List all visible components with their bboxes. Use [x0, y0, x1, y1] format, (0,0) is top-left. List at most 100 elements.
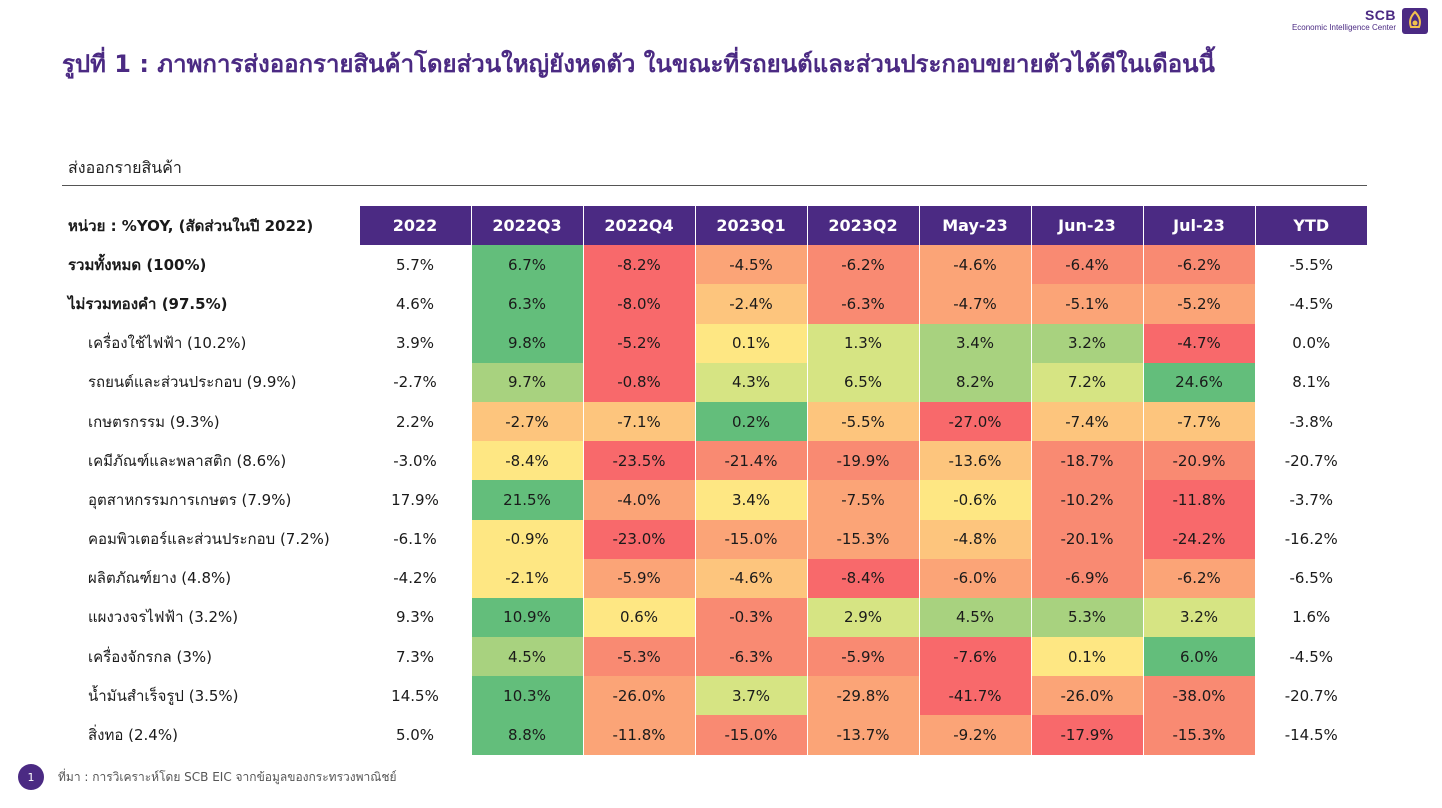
table-cell: -5.9% — [806, 637, 919, 677]
source-note: ที่มา : การวิเคราะห์โดย SCB EIC จากข้อมู… — [58, 769, 397, 784]
unit-label: หน่วย : %YOY, (สัดส่วนในปี 2022) — [62, 206, 359, 246]
table-row: เกษตรกรรม (9.3%) 2.2% -2.7% -7.1% 0.2% -… — [62, 401, 1367, 442]
table-cell: 3.4% — [918, 323, 1031, 363]
table-cell: -17.9% — [1030, 715, 1143, 755]
column-header-may-23: May-23 — [918, 206, 1031, 246]
row-label: เครื่องใช้ไฟฟ้า (10.2%) — [88, 334, 247, 353]
table-cell: 10.3% — [470, 676, 583, 716]
table-cell: 9.7% — [470, 362, 583, 402]
table-cell: -16.2% — [1254, 519, 1367, 559]
row-label: เกษตรกรรม (9.3%) — [88, 412, 220, 431]
table-cell: 7.2% — [1030, 362, 1143, 402]
table-cell: -15.3% — [1142, 715, 1255, 755]
table-cell: 0.6% — [582, 597, 695, 638]
table-cell: -11.8% — [1142, 480, 1255, 520]
row-label: เคมีภัณฑ์และพลาสติก (8.6%) — [88, 451, 287, 470]
table-cell: -8.0% — [582, 284, 695, 324]
table-cell: -5.2% — [582, 323, 695, 363]
table-cell: -6.9% — [1030, 558, 1143, 598]
table-cell: -5.5% — [806, 401, 919, 442]
table-cell: 21.5% — [470, 480, 583, 520]
table-cell: -6.1% — [358, 519, 471, 559]
table-cell: -4.2% — [358, 558, 471, 598]
table-cell: 4.5% — [918, 597, 1031, 638]
column-header-2022q3: 2022Q3 — [470, 206, 583, 246]
column-header-jun-23: Jun-23 — [1030, 206, 1143, 246]
table-header-row: หน่วย : %YOY, (สัดส่วนในปี 2022) 2022 20… — [62, 206, 1367, 246]
table-cell: 4.3% — [694, 362, 807, 402]
table-cell: 5.3% — [1030, 597, 1143, 638]
table-row: เคมีภัณฑ์และพลาสติก (8.6%) -3.0% -8.4% -… — [62, 441, 1367, 481]
table-cell: -4.6% — [918, 245, 1031, 285]
table-cell: 0.1% — [694, 323, 807, 363]
column-header-2022q4: 2022Q4 — [582, 206, 695, 246]
table-cell: -10.2% — [1030, 480, 1143, 520]
column-header-2023q2: 2023Q2 — [806, 206, 919, 246]
page-number: 1 — [18, 764, 44, 790]
table-cell: 8.8% — [470, 715, 583, 755]
section-divider — [62, 185, 1367, 186]
column-header-2022: 2022 — [358, 206, 471, 246]
table-cell: -26.0% — [1030, 676, 1143, 716]
table-cell: -4.7% — [918, 284, 1031, 324]
table-cell: -11.8% — [582, 715, 695, 755]
table-cell: -29.8% — [806, 676, 919, 716]
table-cell: 3.7% — [694, 676, 807, 716]
table-cell: -15.0% — [694, 519, 807, 559]
table-cell: -8.4% — [470, 441, 583, 481]
table-cell: -2.1% — [470, 558, 583, 598]
table-cell: -20.7% — [1254, 441, 1367, 481]
column-header-2023q1: 2023Q1 — [694, 206, 807, 246]
table-cell: -7.1% — [582, 401, 695, 442]
table-row: คอมพิวเตอร์และส่วนประกอบ (7.2%) -6.1% -0… — [62, 519, 1367, 559]
table-cell: 9.8% — [470, 323, 583, 363]
table-cell: 2.2% — [358, 401, 471, 442]
table-cell: -4.6% — [694, 558, 807, 598]
row-label: ผลิตภัณฑ์ยาง (4.8%) — [88, 569, 232, 588]
table-cell: -0.9% — [470, 519, 583, 559]
table-cell: 4.5% — [470, 637, 583, 677]
table-cell: -8.2% — [582, 245, 695, 285]
table-cell: -0.3% — [694, 597, 807, 638]
table-cell: -3.7% — [1254, 480, 1367, 520]
table-cell: -4.5% — [694, 245, 807, 285]
table-cell: -20.9% — [1142, 441, 1255, 481]
row-label: น้ำมันสำเร็จรูป (3.5%) — [88, 686, 239, 705]
table-cell: 9.3% — [358, 597, 471, 638]
scb-emblem-icon — [1402, 8, 1428, 34]
table-cell: 1.6% — [1254, 597, 1367, 638]
table-cell: 2.9% — [806, 597, 919, 638]
row-label: ไม่รวมทองคำ (97.5%) — [68, 294, 228, 313]
row-label: เครื่องจักรกล (3%) — [88, 647, 213, 666]
column-header-jul-23: Jul-23 — [1142, 206, 1255, 246]
table-cell: 7.3% — [358, 637, 471, 677]
table-cell: -27.0% — [918, 401, 1031, 442]
table-row: เครื่องจักรกล (3%) 7.3% 4.5% -5.3% -6.3%… — [62, 637, 1367, 677]
logo-subtitle: Economic Intelligence Center — [1291, 23, 1396, 32]
table-cell: 0.0% — [1254, 323, 1367, 363]
table-row: แผงวงจรไฟฟ้า (3.2%) 9.3% 10.9% 0.6% -0.3… — [62, 597, 1367, 638]
table-cell: -13.7% — [806, 715, 919, 755]
table-cell: -8.4% — [806, 558, 919, 598]
section-label: ส่งออกรายสินค้า — [68, 158, 182, 177]
table-cell: 10.9% — [470, 597, 583, 638]
table-cell: 4.6% — [358, 284, 471, 324]
table-cell: -3.8% — [1254, 401, 1367, 442]
table-cell: 5.0% — [358, 715, 471, 755]
table-cell: -19.9% — [806, 441, 919, 481]
table-row: เครื่องใช้ไฟฟ้า (10.2%) 3.9% 9.8% -5.2% … — [62, 323, 1367, 363]
table-cell: -41.7% — [918, 676, 1031, 716]
table-cell: -2.7% — [358, 362, 471, 402]
table-cell: 5.7% — [358, 245, 471, 285]
export-growth-table: หน่วย : %YOY, (สัดส่วนในปี 2022) 2022 20… — [62, 206, 1367, 755]
table-cell: -5.2% — [1142, 284, 1255, 324]
table-cell: -5.3% — [582, 637, 695, 677]
table-cell: -7.5% — [806, 480, 919, 520]
table-row: สิ่งทอ (2.4%) 5.0% 8.8% -11.8% -15.0% -1… — [62, 715, 1367, 755]
table-cell: 17.9% — [358, 480, 471, 520]
page-title: รูปที่ 1 : ภาพการส่งออกรายสินค้าโดยส่วนใ… — [62, 50, 1215, 78]
row-label: แผงวงจรไฟฟ้า (3.2%) — [88, 608, 239, 627]
row-label: รถยนต์และส่วนประกอบ (9.9%) — [88, 373, 297, 392]
table-cell: 0.2% — [694, 401, 807, 442]
table-cell: 0.1% — [1030, 637, 1143, 677]
